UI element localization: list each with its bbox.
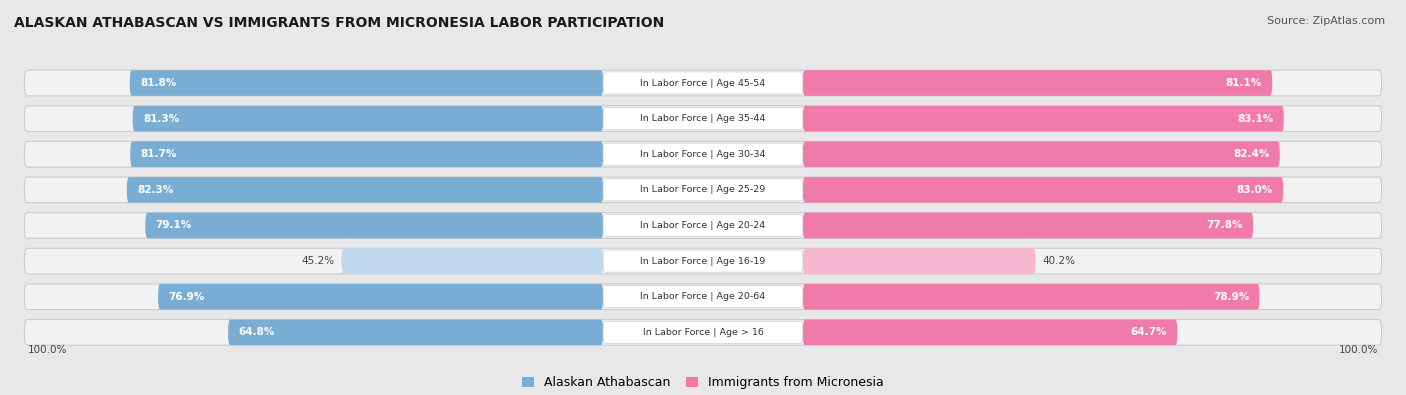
Text: 100.0%: 100.0%	[1339, 345, 1378, 355]
Text: 82.4%: 82.4%	[1233, 149, 1270, 159]
FancyBboxPatch shape	[24, 213, 1382, 238]
FancyBboxPatch shape	[127, 177, 603, 203]
Text: 81.7%: 81.7%	[141, 149, 177, 159]
FancyBboxPatch shape	[129, 70, 603, 96]
Text: 83.0%: 83.0%	[1237, 185, 1272, 195]
Text: ALASKAN ATHABASCAN VS IMMIGRANTS FROM MICRONESIA LABOR PARTICIPATION: ALASKAN ATHABASCAN VS IMMIGRANTS FROM MI…	[14, 16, 664, 30]
FancyBboxPatch shape	[228, 320, 603, 345]
Text: 82.3%: 82.3%	[138, 185, 173, 195]
Text: Source: ZipAtlas.com: Source: ZipAtlas.com	[1267, 16, 1385, 26]
FancyBboxPatch shape	[803, 284, 1260, 310]
FancyBboxPatch shape	[603, 72, 803, 94]
Text: 79.1%: 79.1%	[156, 220, 193, 231]
FancyBboxPatch shape	[24, 70, 1382, 96]
Text: In Labor Force | Age 35-44: In Labor Force | Age 35-44	[640, 114, 766, 123]
FancyBboxPatch shape	[131, 141, 603, 167]
Text: 40.2%: 40.2%	[1042, 256, 1076, 266]
FancyBboxPatch shape	[24, 284, 1382, 310]
Text: In Labor Force | Age 30-34: In Labor Force | Age 30-34	[640, 150, 766, 159]
FancyBboxPatch shape	[24, 320, 1382, 345]
Text: In Labor Force | Age 16-19: In Labor Force | Age 16-19	[640, 257, 766, 265]
Text: 64.8%: 64.8%	[239, 327, 274, 337]
FancyBboxPatch shape	[603, 250, 803, 272]
FancyBboxPatch shape	[803, 248, 1036, 274]
FancyBboxPatch shape	[803, 320, 1177, 345]
FancyBboxPatch shape	[24, 141, 1382, 167]
FancyBboxPatch shape	[603, 286, 803, 308]
Legend: Alaskan Athabascan, Immigrants from Micronesia: Alaskan Athabascan, Immigrants from Micr…	[522, 376, 884, 389]
FancyBboxPatch shape	[342, 248, 603, 274]
Text: 77.8%: 77.8%	[1206, 220, 1243, 231]
FancyBboxPatch shape	[603, 107, 803, 130]
FancyBboxPatch shape	[145, 213, 603, 238]
Text: 78.9%: 78.9%	[1213, 292, 1249, 302]
FancyBboxPatch shape	[803, 106, 1284, 132]
Text: 100.0%: 100.0%	[28, 345, 67, 355]
Text: In Labor Force | Age 20-24: In Labor Force | Age 20-24	[640, 221, 766, 230]
Text: In Labor Force | Age 25-29: In Labor Force | Age 25-29	[640, 185, 766, 194]
Text: 81.8%: 81.8%	[141, 78, 176, 88]
FancyBboxPatch shape	[603, 321, 803, 343]
FancyBboxPatch shape	[157, 284, 603, 310]
Text: In Labor Force | Age > 16: In Labor Force | Age > 16	[643, 328, 763, 337]
FancyBboxPatch shape	[132, 106, 603, 132]
Text: 64.7%: 64.7%	[1130, 327, 1167, 337]
Text: 81.1%: 81.1%	[1226, 78, 1263, 88]
FancyBboxPatch shape	[803, 70, 1272, 96]
Text: In Labor Force | Age 45-54: In Labor Force | Age 45-54	[640, 79, 766, 88]
Text: 81.3%: 81.3%	[143, 114, 179, 124]
Text: 45.2%: 45.2%	[301, 256, 335, 266]
FancyBboxPatch shape	[803, 213, 1253, 238]
FancyBboxPatch shape	[803, 141, 1279, 167]
FancyBboxPatch shape	[24, 177, 1382, 203]
FancyBboxPatch shape	[603, 179, 803, 201]
FancyBboxPatch shape	[803, 177, 1284, 203]
FancyBboxPatch shape	[603, 214, 803, 237]
FancyBboxPatch shape	[24, 106, 1382, 132]
FancyBboxPatch shape	[603, 143, 803, 165]
FancyBboxPatch shape	[24, 248, 1382, 274]
Text: 76.9%: 76.9%	[169, 292, 205, 302]
Text: 83.1%: 83.1%	[1237, 114, 1274, 124]
Text: In Labor Force | Age 20-64: In Labor Force | Age 20-64	[640, 292, 766, 301]
